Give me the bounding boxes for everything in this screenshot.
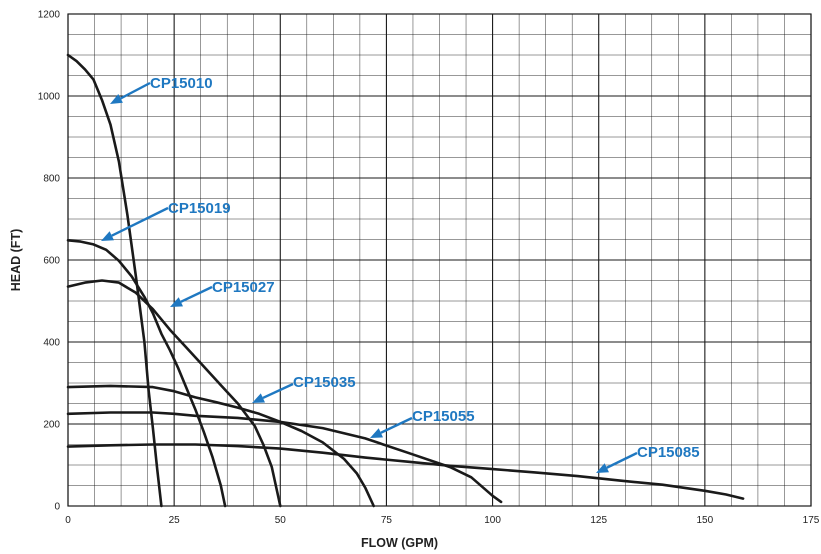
annotation-arrow-line	[380, 416, 413, 434]
x-axis-title: FLOW (GPM)	[361, 536, 438, 550]
curve-cp15027	[66, 279, 282, 508]
y-axis-title: HEAD (FT)	[9, 229, 23, 292]
y-tick-label: 1200	[38, 10, 61, 21]
curve-label-cp15019: CP15019	[168, 200, 231, 217]
y-tick-label: 400	[43, 338, 60, 349]
curve-cp15055	[66, 411, 503, 504]
curve-label-cp15035: CP15035	[293, 374, 356, 391]
y-axis-ticks: 0 200 400 600 800 1000 1200	[38, 10, 61, 513]
x-tick-label: 100	[484, 515, 501, 526]
annotation-arrowhead	[252, 393, 265, 403]
annotation-arrow-line	[606, 451, 638, 469]
curve-cp15085	[66, 443, 745, 500]
curve-annotations: CP15010 CP15019 CP15027 CP15035 CP15055 CP150…	[101, 75, 700, 473]
y-tick-label: 1000	[38, 92, 61, 103]
annotation-arrowhead	[370, 428, 383, 438]
x-tick-label: 75	[381, 515, 393, 526]
annotation-arrowhead	[170, 297, 183, 307]
annotation-arrowhead	[596, 463, 609, 473]
annotation-arrow-line	[120, 81, 151, 100]
y-tick-label: 200	[43, 420, 60, 431]
y-tick-label: 0	[54, 502, 60, 513]
curve-label-cp15055: CP15055	[412, 408, 475, 425]
curve-label-cp15010: CP15010	[150, 75, 213, 92]
plot-frame	[67, 13, 812, 507]
pump-curves	[66, 53, 745, 508]
x-tick-label: 25	[169, 515, 181, 526]
y-tick-label: 600	[43, 256, 60, 267]
x-tick-label: 150	[697, 515, 714, 526]
annotation-arrowhead	[110, 94, 123, 104]
annotation-arrowhead	[101, 231, 114, 241]
annotation-arrow-line	[180, 285, 213, 303]
curve-cp15010	[66, 53, 163, 508]
curve-label-cp15027: CP15027	[212, 279, 275, 296]
x-tick-label: 125	[590, 515, 607, 526]
x-tick-label: 0	[65, 515, 71, 526]
curve-cp15035	[66, 384, 375, 508]
x-tick-label: 50	[275, 515, 287, 526]
annotation-arrow-line	[262, 382, 294, 400]
x-tick-label: 175	[803, 515, 820, 526]
curve-cp15019	[66, 239, 227, 508]
y-tick-label: 800	[43, 174, 60, 185]
x-axis-ticks: 0 25 50 75 100 125 150 175	[65, 515, 820, 526]
annotation-arrow-line	[111, 206, 169, 237]
curve-label-cp15085: CP15085	[637, 444, 700, 461]
